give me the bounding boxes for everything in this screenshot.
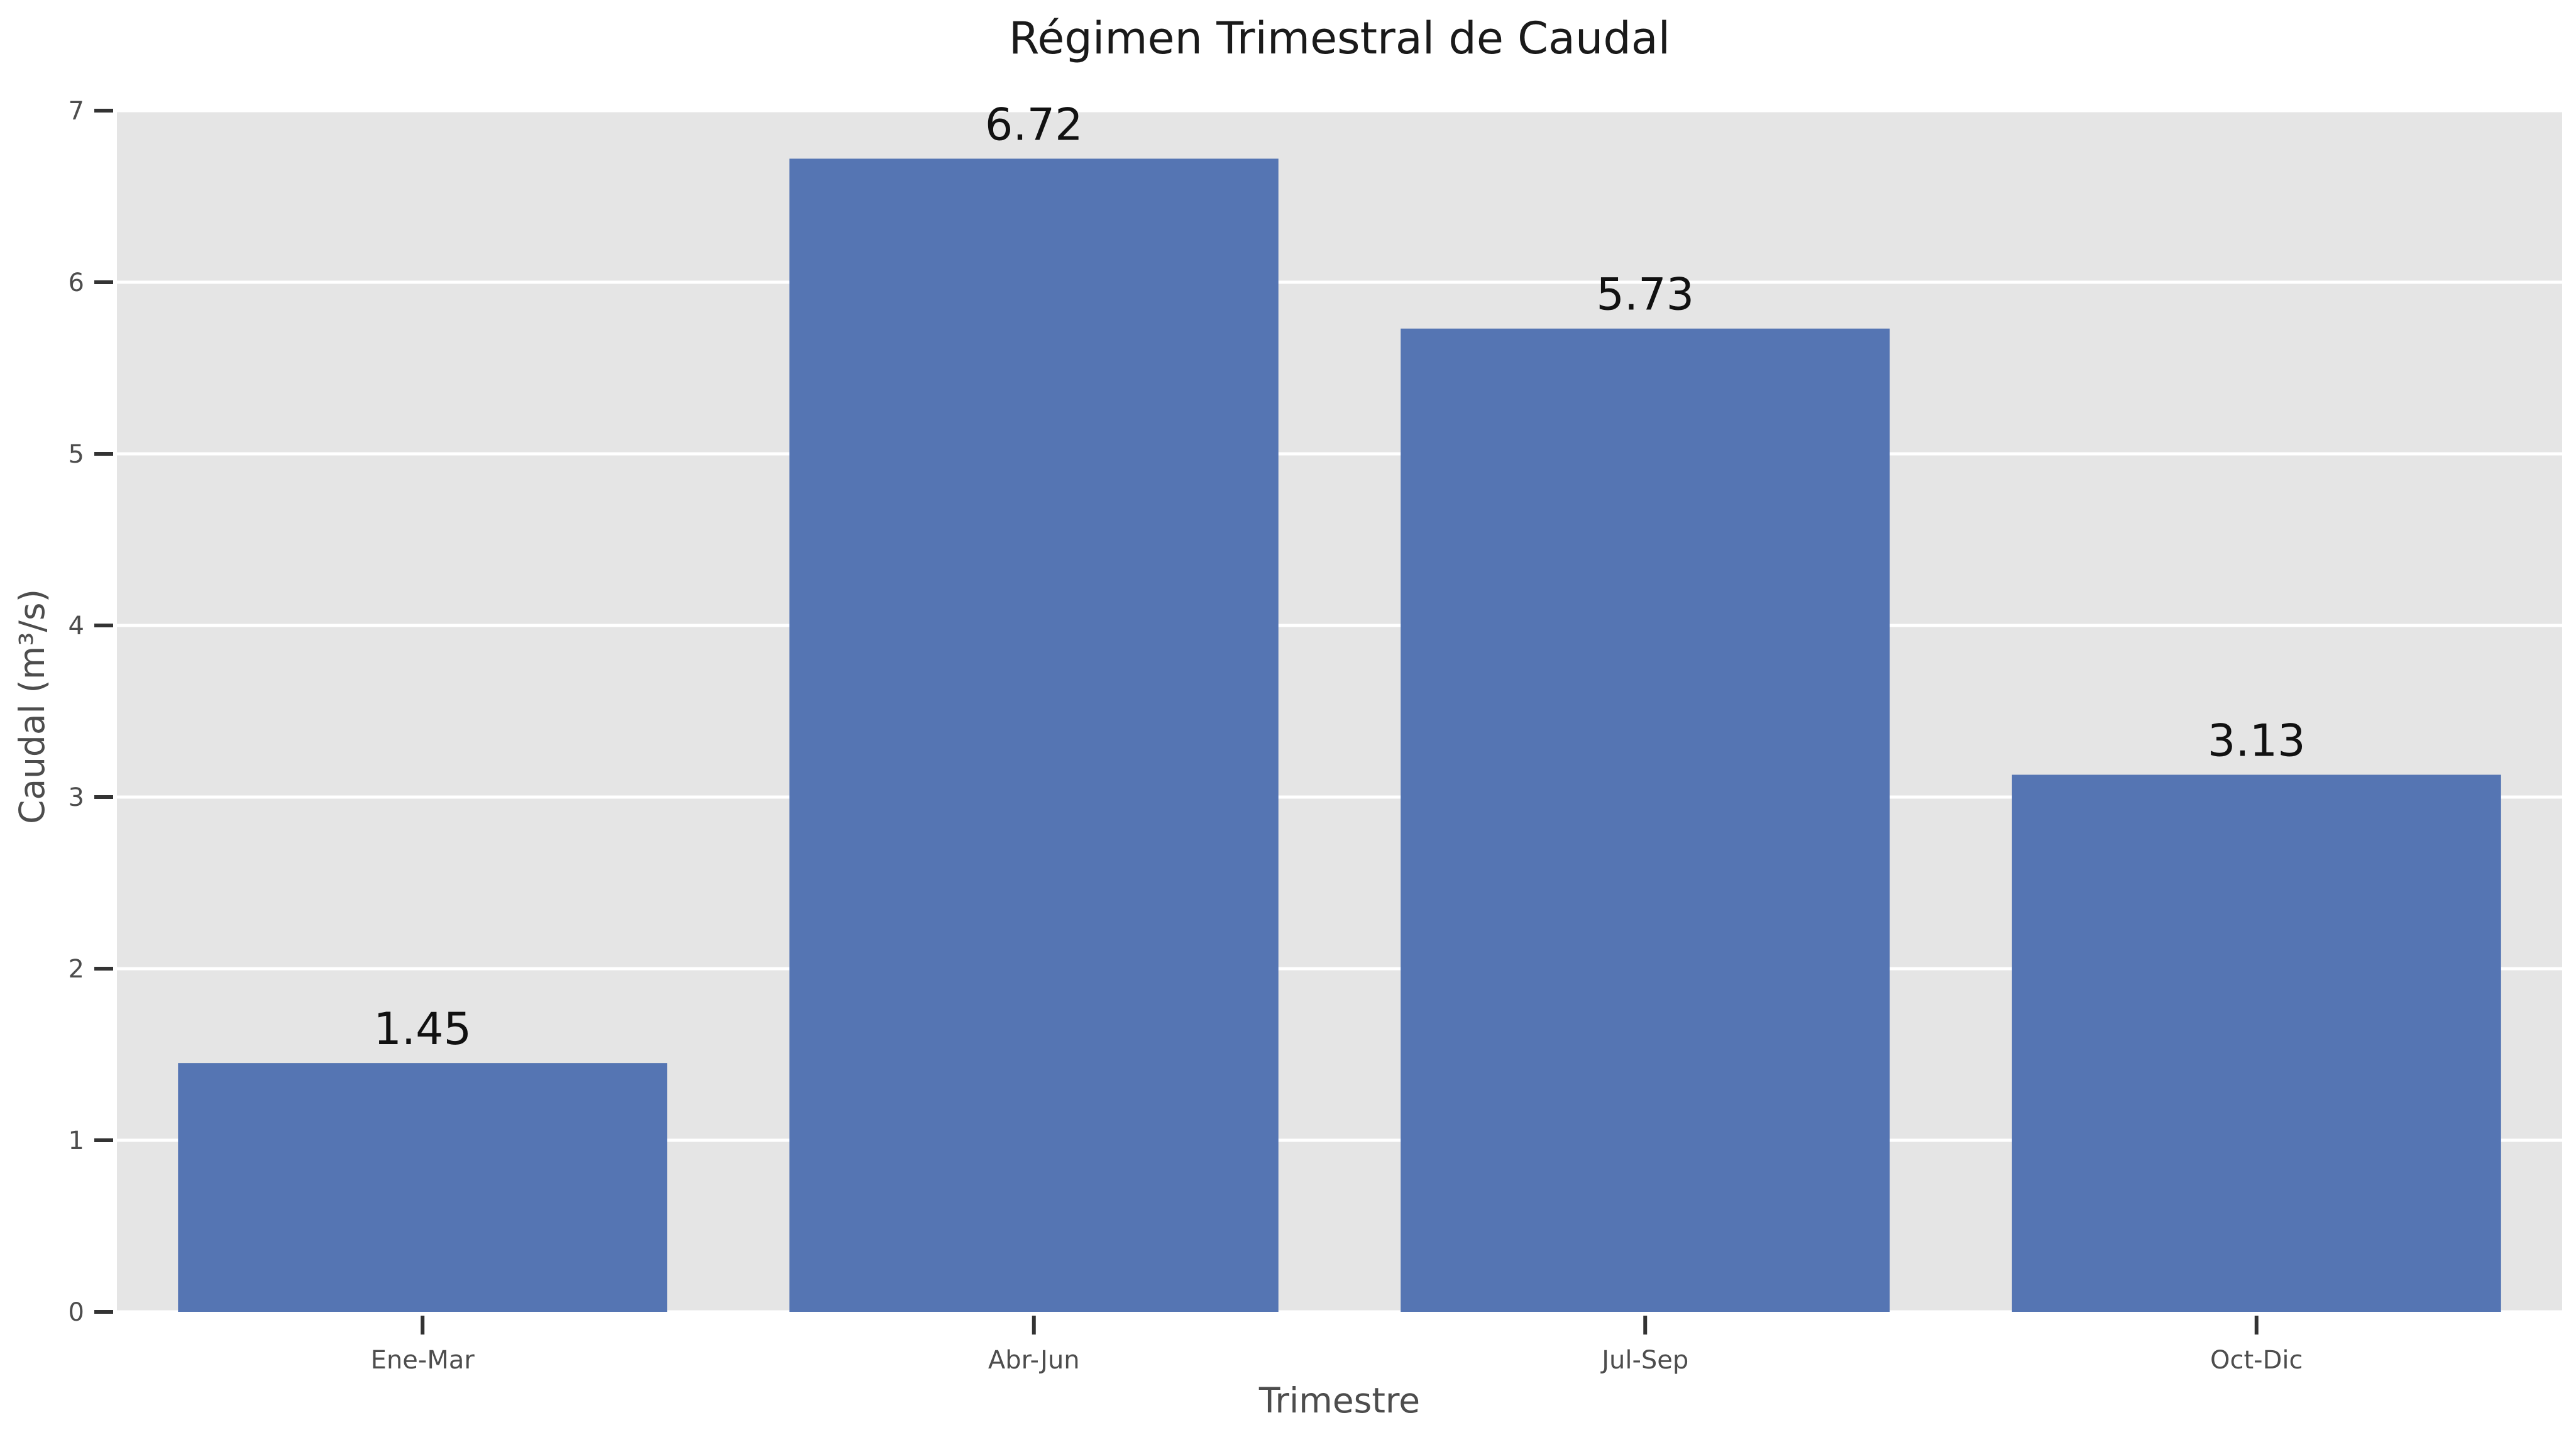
- x-tick-label: Jul-Sep: [1600, 1346, 1688, 1375]
- bars: [178, 158, 2501, 1313]
- y-axis-title: Caudal (m³/s): [12, 589, 52, 824]
- y-tick-label: 1: [69, 1126, 84, 1155]
- x-tick-label: Oct-Dic: [2210, 1346, 2303, 1375]
- data-label: 3.13: [2208, 715, 2306, 767]
- bar-ene-mar: [178, 1063, 668, 1312]
- x-tick-label: Abr-Jun: [988, 1346, 1080, 1375]
- data-label: 1.45: [373, 1003, 471, 1055]
- y-tick-label: 7: [69, 97, 84, 126]
- x-tick-label: Ene-Mar: [371, 1346, 475, 1375]
- y-tick-label: 6: [69, 268, 84, 297]
- y-axis: 0 1 2 3 4 5 6 7: [69, 97, 113, 1327]
- data-labels: 1.45 6.72 5.73 3.13: [373, 99, 2305, 1055]
- data-label: 5.73: [1596, 269, 1694, 321]
- x-axis: Ene-Mar Abr-Jun Jul-Sep Oct-Dic: [371, 1316, 2303, 1375]
- y-tick-label: 3: [69, 783, 84, 812]
- bar-abr-jun: [789, 158, 1279, 1313]
- y-tick-label: 0: [69, 1298, 84, 1327]
- y-tick-label: 2: [69, 955, 84, 984]
- y-tick-label: 5: [69, 440, 84, 469]
- y-tick-label: 4: [69, 612, 84, 641]
- bar-oct-dic: [2012, 774, 2501, 1312]
- x-axis-title: Trimestre: [1258, 1380, 1420, 1421]
- chart-title: Régimen Trimestral de Caudal: [1009, 13, 1670, 64]
- data-label: 6.72: [985, 99, 1083, 150]
- bar-jul-sep: [1401, 328, 1890, 1313]
